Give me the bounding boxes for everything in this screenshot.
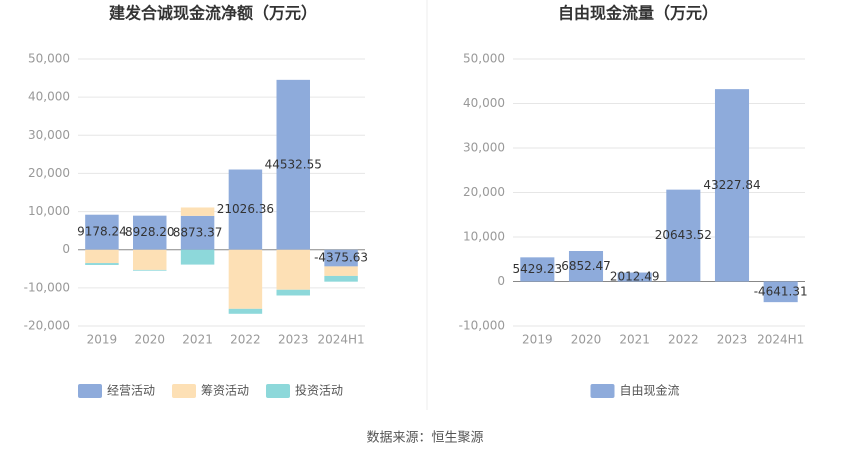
bar bbox=[85, 263, 119, 265]
value-label: 9178.24 bbox=[77, 225, 127, 239]
bar bbox=[763, 281, 798, 303]
legend-swatch bbox=[590, 384, 615, 398]
x-tick-label: 2022 bbox=[230, 333, 261, 347]
y-tick-label: 50,000 bbox=[463, 52, 505, 66]
x-tick-label: 2024H1 bbox=[317, 333, 364, 347]
y-tick-label: -20,000 bbox=[24, 319, 70, 333]
bar bbox=[568, 251, 604, 282]
value-label: 8928.20 bbox=[125, 225, 175, 239]
y-tick-label: 20,000 bbox=[463, 185, 505, 199]
legend-swatch bbox=[266, 384, 290, 398]
value-label: 20643.52 bbox=[655, 228, 712, 242]
y-tick-label: 30,000 bbox=[463, 141, 505, 155]
x-tick-label: 2021 bbox=[182, 333, 213, 347]
bar bbox=[228, 249, 263, 309]
x-tick-label: 2022 bbox=[668, 333, 699, 347]
legend-label: 筹资活动 bbox=[201, 384, 249, 398]
bar bbox=[714, 89, 750, 282]
x-tick-label: 2021 bbox=[619, 333, 650, 347]
bar bbox=[324, 266, 358, 276]
value-label: 5429.23 bbox=[513, 262, 563, 276]
bar bbox=[133, 215, 167, 250]
bar bbox=[276, 249, 310, 290]
value-label: 6852.47 bbox=[561, 259, 611, 273]
y-tick-label: 50,000 bbox=[28, 52, 70, 66]
bar bbox=[276, 79, 310, 250]
y-tick-label: 0 bbox=[497, 274, 505, 288]
bar bbox=[617, 272, 652, 282]
x-tick-label: 2019 bbox=[87, 333, 118, 347]
x-tick-label: 2020 bbox=[134, 333, 165, 347]
legend-label: 经营活动 bbox=[107, 384, 155, 398]
y-tick-label: 20,000 bbox=[28, 166, 70, 180]
value-label: 21026.36 bbox=[217, 202, 274, 216]
y-tick-label: -10,000 bbox=[24, 280, 70, 294]
x-tick-label: 2020 bbox=[571, 333, 602, 347]
bar bbox=[180, 207, 215, 216]
bar bbox=[85, 249, 119, 264]
footer: 数据来源：恒生聚源 bbox=[366, 431, 483, 446]
bar bbox=[324, 275, 358, 282]
legend-swatch bbox=[78, 384, 102, 398]
y-tick-label: 30,000 bbox=[28, 128, 70, 142]
bar bbox=[324, 249, 358, 267]
y-tick-label: 0 bbox=[62, 242, 70, 256]
legend-label: 投资活动 bbox=[295, 383, 343, 398]
bar bbox=[180, 249, 215, 265]
x-tick-label: 2023 bbox=[278, 333, 309, 347]
value-label: -4375.63 bbox=[314, 251, 368, 265]
bar bbox=[276, 289, 310, 296]
bar bbox=[85, 214, 119, 250]
bar bbox=[133, 269, 167, 271]
bar bbox=[228, 169, 263, 250]
bar bbox=[133, 249, 167, 270]
value-label: -4641.31 bbox=[754, 284, 808, 298]
bar bbox=[666, 189, 701, 282]
bar bbox=[180, 215, 215, 250]
x-tick-label: 2023 bbox=[717, 333, 748, 347]
y-tick-label: 10,000 bbox=[463, 230, 505, 244]
y-tick-label: -10,000 bbox=[459, 319, 505, 333]
legend-label: 自由现金流 bbox=[620, 383, 680, 398]
legend-swatch bbox=[172, 384, 196, 398]
value-label: 2012.49 bbox=[610, 270, 660, 284]
chart-title: 建发合诚现金流净额（万元） bbox=[109, 4, 317, 23]
value-label: 43227.84 bbox=[703, 178, 760, 192]
y-tick-label: 10,000 bbox=[28, 204, 70, 218]
x-tick-label: 2024H1 bbox=[757, 333, 804, 347]
y-tick-label: 40,000 bbox=[28, 90, 70, 104]
y-tick-label: 40,000 bbox=[463, 96, 505, 110]
bar bbox=[520, 257, 555, 282]
x-tick-label: 2019 bbox=[522, 333, 553, 347]
bar bbox=[228, 308, 263, 314]
value-label: 8873.37 bbox=[173, 225, 223, 239]
value-label: 44532.55 bbox=[265, 157, 322, 171]
chart-title: 自由现金流量（万元） bbox=[558, 4, 718, 23]
